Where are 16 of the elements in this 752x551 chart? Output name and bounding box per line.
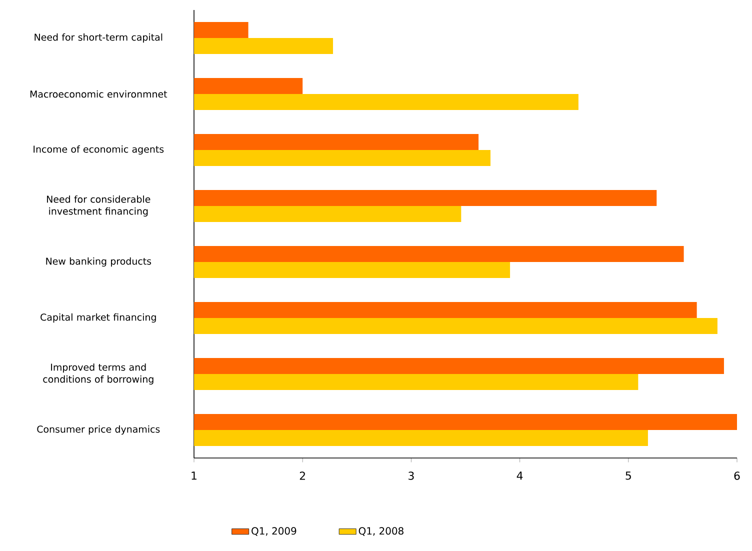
- legend-label: Q1, 2009: [252, 527, 296, 536]
- y-tick-label: Need for considerable investment financing: [47, 195, 150, 217]
- y-tick-label: Macroeconomic environmnet: [30, 90, 168, 98]
- y-tick-label: Improved terms and conditions of borrowing: [43, 363, 154, 385]
- y-tick-label: Need for short-term capital: [34, 33, 162, 43]
- y-tick-label: Income of economic agents: [34, 145, 164, 155]
- x-tick-label: 1: [192, 472, 196, 480]
- y-tick-label: Capital market financing: [40, 313, 156, 323]
- x-tick-label: 4: [516, 472, 523, 480]
- x-tick-label: 5: [626, 472, 631, 480]
- y-tick-label: Consumer price dynamics: [37, 425, 160, 435]
- legend-label: Q1, 2008: [358, 527, 404, 536]
- x-tick-label: 6: [734, 472, 740, 480]
- y-tick-label: New banking products: [46, 257, 152, 267]
- x-tick-label: 2: [300, 472, 305, 480]
- x-tick-label: 3: [408, 472, 414, 480]
